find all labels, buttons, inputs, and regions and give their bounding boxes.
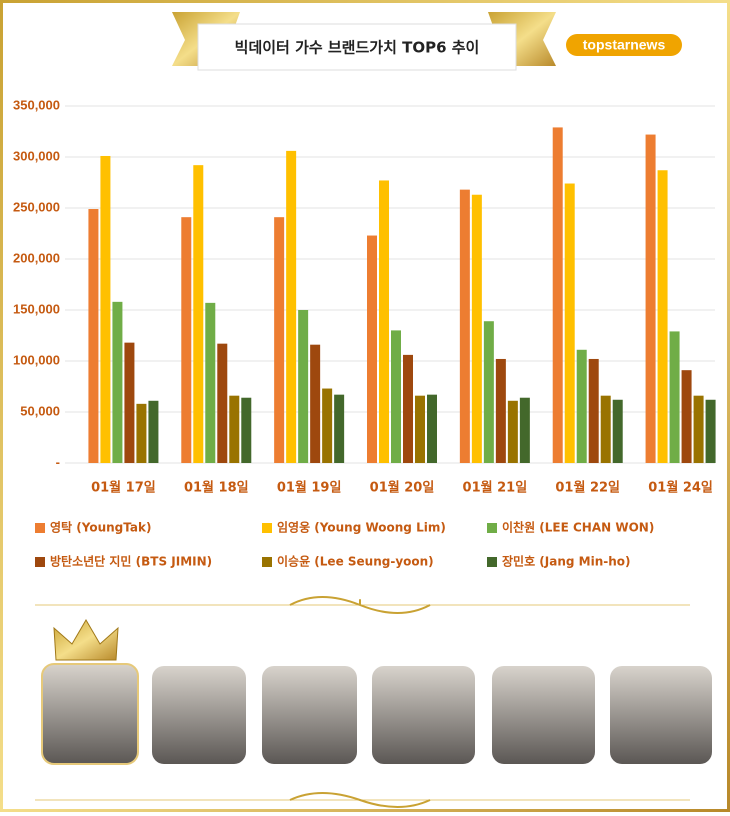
legend-label: 이승윤 (Lee Seung-yoon) [277,554,434,569]
crown-icon [53,619,119,661]
bar [136,403,147,463]
bar [669,331,680,463]
bar [274,217,285,463]
logo: topstarnews [583,37,666,53]
y-tick-label: 150,000 [13,301,60,316]
bar [181,217,192,463]
bar [286,150,297,463]
bar [427,394,437,463]
legend-swatch [262,557,272,567]
photo [492,666,595,764]
legend-label: 방탄소년단 지민 (BTS JIMIN) [50,554,212,569]
bar [148,400,159,463]
bar [124,342,135,463]
x-tick-label: 01월 18일 [184,480,249,496]
bar [705,399,716,463]
photo [152,666,246,764]
bar [645,134,656,463]
bar [367,235,377,463]
bar [241,397,252,463]
bar [379,180,389,463]
bar [657,170,668,463]
x-tick-label: 01월 24일 [648,480,713,496]
photo [41,663,139,765]
x-tick-label: 01월 19일 [277,480,342,496]
x-tick-label: 01월 20일 [370,480,435,496]
photo [610,666,712,764]
legend-swatch [35,523,45,533]
y-tick-label: 50,000 [20,403,60,418]
legend-label: 임영웅 (Young Woong Lim) [277,520,446,535]
bar [519,397,530,463]
y-tick-label: 100,000 [13,352,60,367]
y-tick-label: 200,000 [13,250,60,265]
legend-label: 이찬원 (LEE CHAN WON) [502,520,654,535]
legend-swatch [35,557,45,567]
bar [459,189,470,463]
x-tick-label: 01월 22일 [555,480,620,496]
legend-label: 장민호 (Jang Min-ho) [502,554,631,569]
bar [576,349,587,463]
bar [100,155,111,464]
bar [612,399,623,463]
x-tick-label: 01월 21일 [463,480,528,496]
bar [507,400,518,463]
divider-ornament [289,792,431,808]
y-tick-label: 250,000 [13,199,60,214]
bar [112,301,123,463]
bar [564,183,575,463]
bar [205,302,216,463]
bar [552,127,563,464]
bar [310,344,321,463]
bar [217,343,228,463]
bar [415,395,425,463]
legend-label: 영탁 (YoungTak) [50,520,151,535]
bar [471,194,482,464]
bar [229,395,240,463]
bar [193,165,204,463]
y-tick-label: 300,000 [13,148,60,163]
bar [298,310,309,463]
legend-swatch [262,523,272,533]
bar [88,209,99,463]
bar [334,394,345,463]
x-tick-label: 01월 17일 [91,480,156,496]
bar [403,354,413,463]
bar [681,370,692,463]
divider-ornament [289,596,431,614]
logo-badge [566,34,682,56]
bar [483,321,494,463]
legend-swatch [487,523,497,533]
y-tick-label: 350,000 [13,97,60,112]
photo [372,666,475,764]
bar [600,395,611,463]
legend-swatch [487,557,497,567]
bar [322,388,333,463]
title-box [197,23,517,71]
bar [495,358,506,463]
y-tick-label: - [56,454,60,469]
photo [262,666,357,764]
chart-title: 빅데이터 가수 브랜드가치 TOP6 추이 [235,39,480,57]
bar [588,358,599,463]
bar [391,330,401,463]
bar [693,395,704,463]
